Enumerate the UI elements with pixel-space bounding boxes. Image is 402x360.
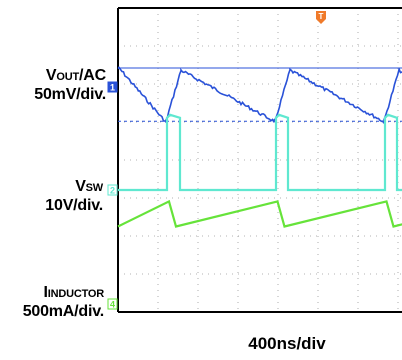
- ch1-marker: 1: [107, 81, 118, 93]
- vsw-trace: [118, 113, 402, 192]
- ch4-marker-text: 4: [110, 300, 115, 310]
- vsw-scale: 10V/div.: [45, 197, 103, 214]
- ch1-marker-box: [107, 81, 118, 93]
- trigger-marker-shape: [316, 11, 326, 24]
- traces: [117, 66, 402, 228]
- ch4-marker: 4: [107, 298, 118, 310]
- ch4-marker-box: [107, 298, 118, 310]
- vout-scale: 50mV/div.: [34, 86, 106, 103]
- grid: [117, 7, 402, 313]
- ch1-marker-text: 1: [110, 83, 115, 93]
- time-scale-label: 400ns/div: [248, 334, 326, 353]
- markers: 1 2 4 T: [107, 11, 326, 310]
- trigger-marker-text: T: [319, 12, 324, 21]
- ch2-marker: 2: [107, 184, 118, 196]
- trigger-marker: T: [316, 11, 326, 24]
- inductor-current-label: IINDUCTOR 500mA/div.: [22, 284, 105, 320]
- vout-trace: [117, 66, 402, 124]
- ch2-marker-text: 2: [110, 186, 115, 196]
- vsw-label: VSW 10V/div.: [45, 178, 103, 214]
- inductor-current-trace: [117, 199, 402, 228]
- inductor-scale: 500mA/div.: [22, 303, 105, 320]
- vout-label: VOUT/AC 50mV/div.: [34, 67, 106, 103]
- ch2-marker-box: [107, 184, 118, 196]
